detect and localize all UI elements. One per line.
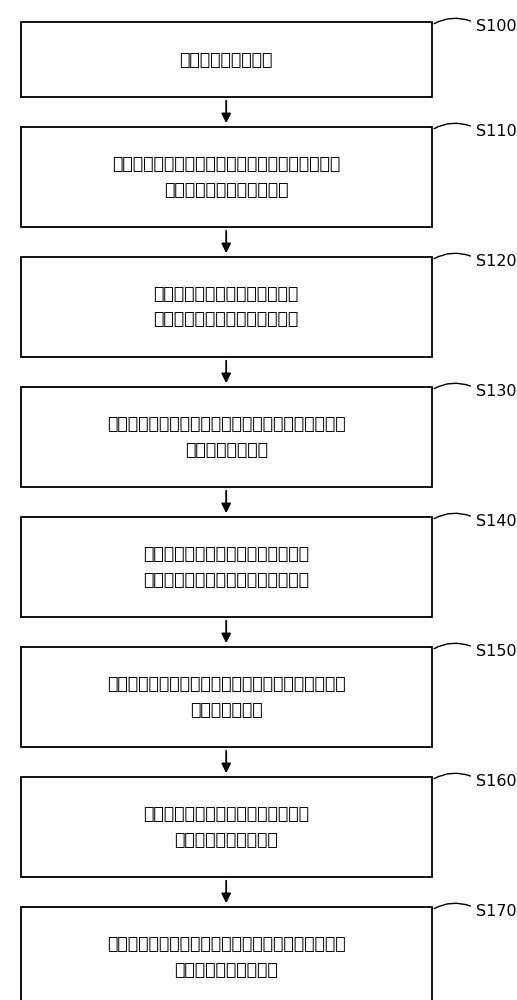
Text: 获取轴承密封件图像: 获取轴承密封件图像 — [179, 50, 273, 68]
Text: S100: S100 — [476, 19, 516, 34]
Text: 对反面工件图像运用金属范围计算，
得到工件金属部分图像: 对反面工件图像运用金属范围计算， 得到工件金属部分图像 — [143, 806, 309, 848]
Text: 对正面工件图像运用颜色显著性和矩形特征判定方法
，得到色差缺陷: 对正面工件图像运用颜色显著性和矩形特征判定方法 ，得到色差缺陷 — [107, 676, 345, 718]
Bar — [21, 777, 432, 877]
Text: S170: S170 — [476, 904, 516, 919]
Bar — [21, 127, 432, 227]
Text: S120: S120 — [476, 254, 516, 269]
Bar — [21, 517, 432, 617]
Text: 对工件图像运用工件范围计算，
得到轴承密封件的有效工件图像: 对工件图像运用工件范围计算， 得到轴承密封件的有效工件图像 — [154, 285, 299, 328]
Bar — [21, 22, 432, 97]
Text: S140: S140 — [476, 514, 516, 529]
Text: S130: S130 — [476, 384, 516, 399]
Bar — [21, 257, 432, 357]
Text: S110: S110 — [476, 124, 516, 139]
Text: S160: S160 — [476, 774, 516, 789]
Bar — [21, 387, 432, 487]
Text: S150: S150 — [476, 644, 516, 659]
Text: 对轴承密封件图像运用图像分割和目标关联方法，
得到轴承密封件的工件图像: 对轴承密封件图像运用图像分割和目标关联方法， 得到轴承密封件的工件图像 — [112, 155, 340, 198]
Text: 对工件金属部分图像运用亮度显著性和颜色变换方法
，得到溢胶和锈蚀缺陷: 对工件金属部分图像运用亮度显著性和颜色变换方法 ，得到溢胶和锈蚀缺陷 — [107, 936, 345, 978]
Text: 对有效工件图像运用直方图分析方法
，得到正面工件图像和反面工件图像: 对有效工件图像运用直方图分析方法 ，得到正面工件图像和反面工件图像 — [143, 546, 309, 588]
Bar — [21, 907, 432, 1000]
Bar — [21, 647, 432, 747]
Text: 对有效工件图像运用工件范围比对和方向差异判定方
法，得到毛刺缺陷: 对有效工件图像运用工件范围比对和方向差异判定方 法，得到毛刺缺陷 — [107, 416, 345, 458]
